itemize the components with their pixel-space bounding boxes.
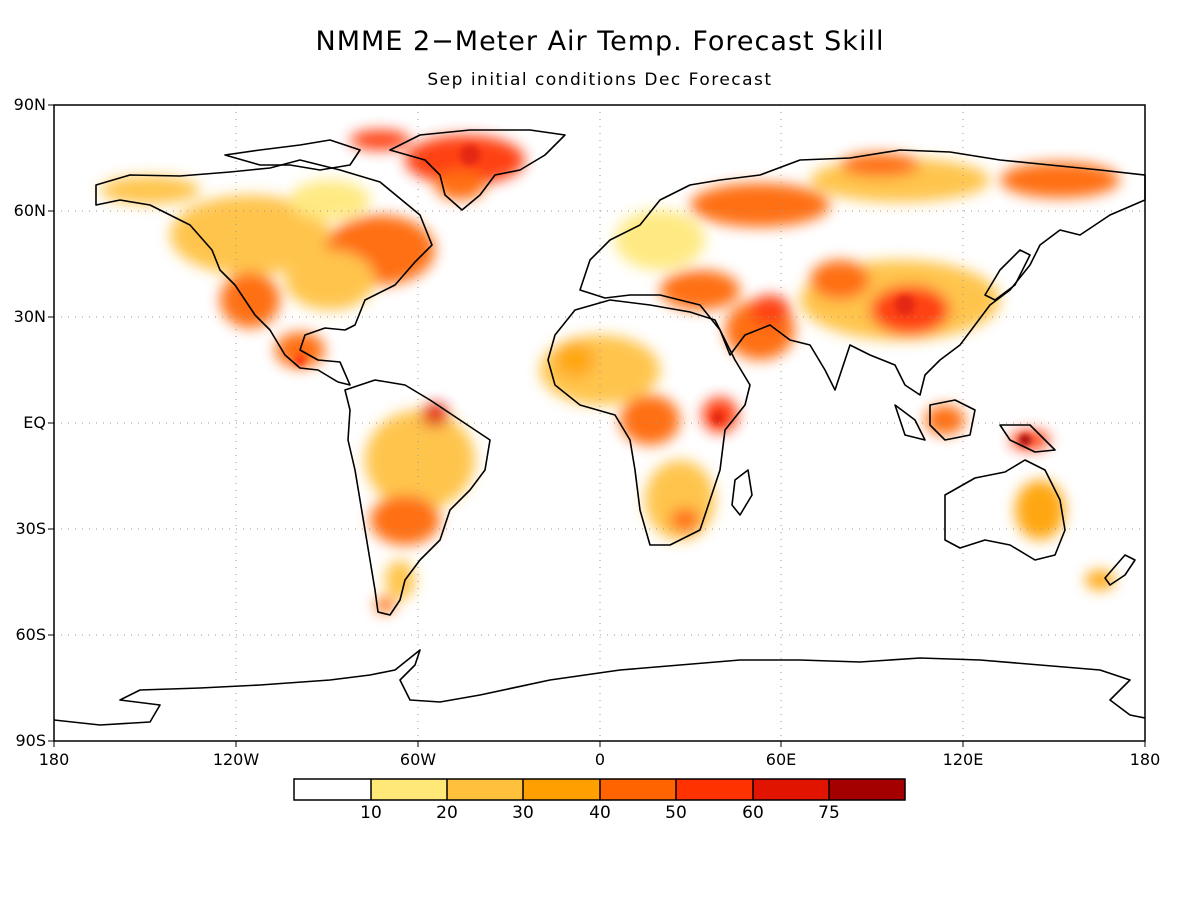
lon-label-120e: 120E xyxy=(942,750,984,769)
lat-label-eq: EQ xyxy=(23,413,46,432)
lon-label-60e: 60E xyxy=(765,750,797,769)
colorbar-label-60: 60 xyxy=(742,803,764,823)
colorbar-swatch-3 xyxy=(523,779,600,800)
lat-label-60n: 60N xyxy=(13,201,46,220)
colorbar xyxy=(293,778,906,801)
lat-label-30s: 30S xyxy=(15,519,46,538)
chart-title: NMME 2−Meter Air Temp. Forecast Skill xyxy=(315,26,885,57)
eurasia-outline xyxy=(579,149,1146,396)
colorbar-label-40: 40 xyxy=(589,803,611,823)
colorbar-swatch-2 xyxy=(447,779,523,800)
colorbar-swatch-1 xyxy=(371,779,447,800)
colorbar-label-75: 75 xyxy=(818,803,840,823)
colorbar-swatch-6 xyxy=(753,779,829,800)
lat-label-90n: 90N xyxy=(13,95,46,114)
colorbar-swatch-0 xyxy=(294,779,371,800)
colorbar-swatch-4 xyxy=(600,779,676,800)
africa-outline xyxy=(547,299,751,546)
australia-outline xyxy=(944,459,1066,561)
tick-marks xyxy=(48,104,1146,747)
chart-subtitle: Sep initial conditions Dec Forecast xyxy=(427,70,773,90)
colorbar-swatch-5 xyxy=(676,779,753,800)
grid-lines xyxy=(54,105,1145,741)
antarctica-outline xyxy=(53,649,1146,726)
colorbar-swatch-7 xyxy=(829,779,905,800)
colorbar-label-30: 30 xyxy=(512,803,534,823)
lon-label-120w: 120W xyxy=(212,750,260,769)
south-america-outline xyxy=(344,379,491,616)
lon-label-60w: 60W xyxy=(399,750,437,769)
greenland-outline xyxy=(389,129,566,211)
colorbar-label-50: 50 xyxy=(665,803,687,823)
lon-label-0: 0 xyxy=(594,750,606,769)
colorbar-label-20: 20 xyxy=(436,803,458,823)
lat-label-60s: 60S xyxy=(15,625,46,644)
lat-label-90s: 90S xyxy=(15,731,46,750)
lon-label-180e: 180 xyxy=(1129,750,1161,769)
lon-label-180w: 180 xyxy=(38,750,70,769)
lat-label-30n: 30N xyxy=(13,307,46,326)
colorbar-label-10: 10 xyxy=(360,803,382,823)
skill-shading xyxy=(100,130,1120,613)
coastlines xyxy=(53,129,1146,726)
